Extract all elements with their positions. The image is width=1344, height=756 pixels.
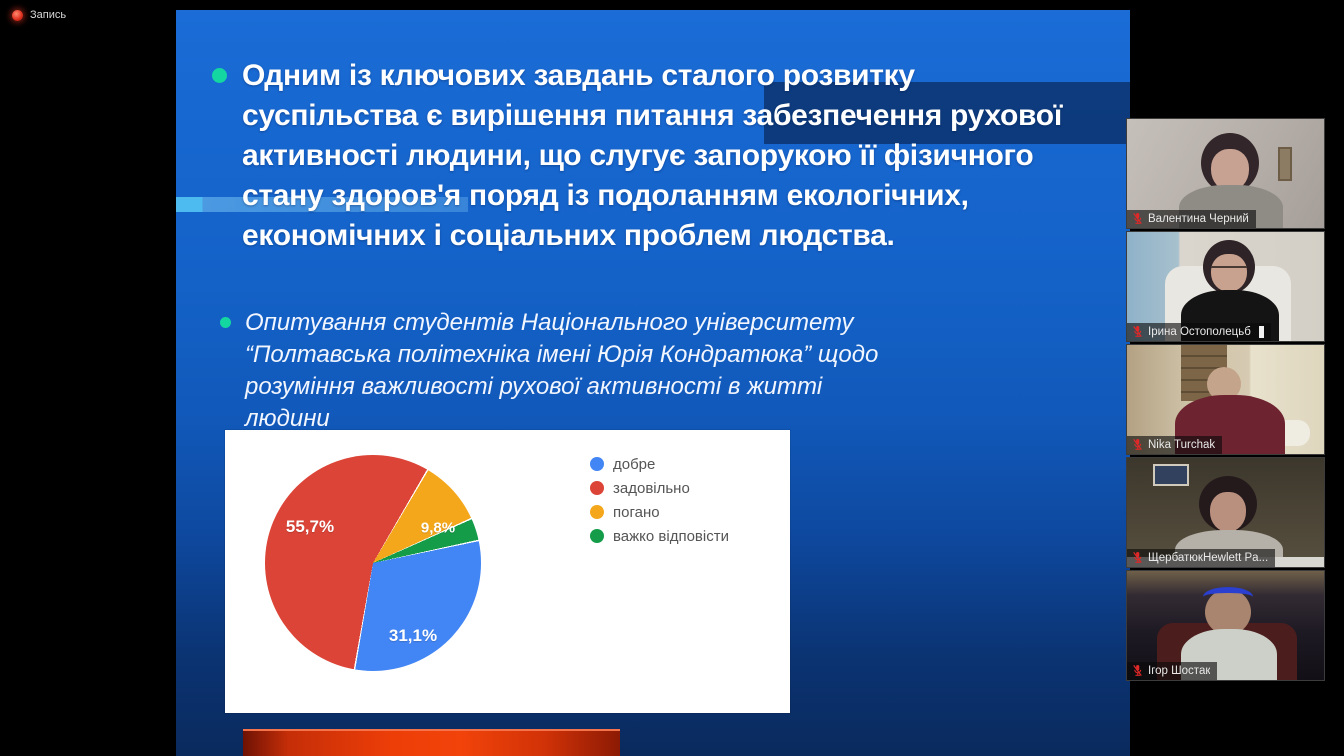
participant-name: Ігор Шостак: [1148, 664, 1211, 677]
bullet-icon: [212, 68, 227, 83]
slide-paragraph-survey: Опитування студентів Національного уніве…: [245, 309, 879, 432]
person-silhouette: [1127, 119, 1324, 228]
participant-video-2[interactable]: Ірина Остополецьб: [1126, 231, 1325, 342]
legend-dot-icon: [590, 481, 604, 495]
pie: 55,7% 9,8% 31,1%: [265, 455, 481, 671]
muted-mic-icon: [1133, 664, 1142, 677]
pie-chart-card: 55,7% 9,8% 31,1% добре задовільно погано: [225, 430, 790, 713]
pie-label-blue: 31,1%: [388, 626, 438, 645]
participant-name: Ірина Остополецьб: [1148, 325, 1251, 338]
legend-item: погано: [590, 500, 729, 524]
muted-mic-icon: [1133, 438, 1142, 451]
wall-frame: [1278, 147, 1292, 181]
legend-item: задовільно: [590, 476, 729, 500]
participant-video-1[interactable]: Валентина Черний: [1126, 118, 1325, 229]
participant-name-label: Nika Turchak: [1127, 436, 1223, 454]
participant-name-label: Ірина Остополецьб: [1127, 323, 1271, 341]
participant-video-5[interactable]: Ігор Шостак: [1126, 570, 1325, 681]
legend-dot-icon: [590, 505, 604, 519]
legend-item: важко відповісти: [590, 524, 729, 548]
bullet-icon: [220, 317, 231, 328]
pie-label-red: 55,7%: [285, 517, 335, 536]
recording-label: Запись: [30, 9, 67, 21]
slide-paragraph-main: Одним із ключових завдань сталого розвит…: [242, 59, 1062, 252]
muted-mic-icon: [1133, 212, 1142, 225]
text-cursor-artifact: [1258, 325, 1264, 338]
legend-item: добре: [590, 452, 729, 476]
legend-dot-icon: [590, 529, 604, 543]
pie-label-orange: 9,8%: [420, 519, 456, 537]
slide-highlight-stripe: [176, 197, 468, 212]
headphones-icon: [1203, 587, 1253, 607]
recording-indicator: Запись: [12, 9, 66, 21]
wall-poster: [1153, 464, 1189, 486]
muted-mic-icon: [1133, 551, 1142, 564]
participant-name: Валентина Черний: [1148, 212, 1249, 225]
recording-dot-icon: [12, 9, 23, 21]
participant-name-label: ЩербатюкHewlett Pa...: [1127, 549, 1276, 567]
next-chart-bar-cutoff: [243, 729, 620, 756]
shared-screen-slide: Одним із ключових завдань сталого розвит…: [176, 10, 1130, 756]
participant-name: ЩербатюкHewlett Pa...: [1148, 551, 1269, 564]
legend-dot-icon: [590, 457, 604, 471]
participants-sidebar: Валентина Черний Ірина Остополецьб: [1126, 118, 1326, 683]
slide-dark-band: [764, 82, 1130, 144]
participant-name: Nika Turchak: [1148, 438, 1216, 451]
muted-mic-icon: [1133, 325, 1142, 338]
participant-name-label: Валентина Черний: [1127, 210, 1256, 228]
pie-legend: добре задовільно погано важко відповісти: [590, 452, 729, 548]
participant-video-3[interactable]: Nika Turchak: [1126, 344, 1325, 455]
participant-name-label: Ігор Шостак: [1127, 662, 1218, 680]
participant-video-4[interactable]: ЩербатюкHewlett Pa...: [1126, 457, 1325, 568]
